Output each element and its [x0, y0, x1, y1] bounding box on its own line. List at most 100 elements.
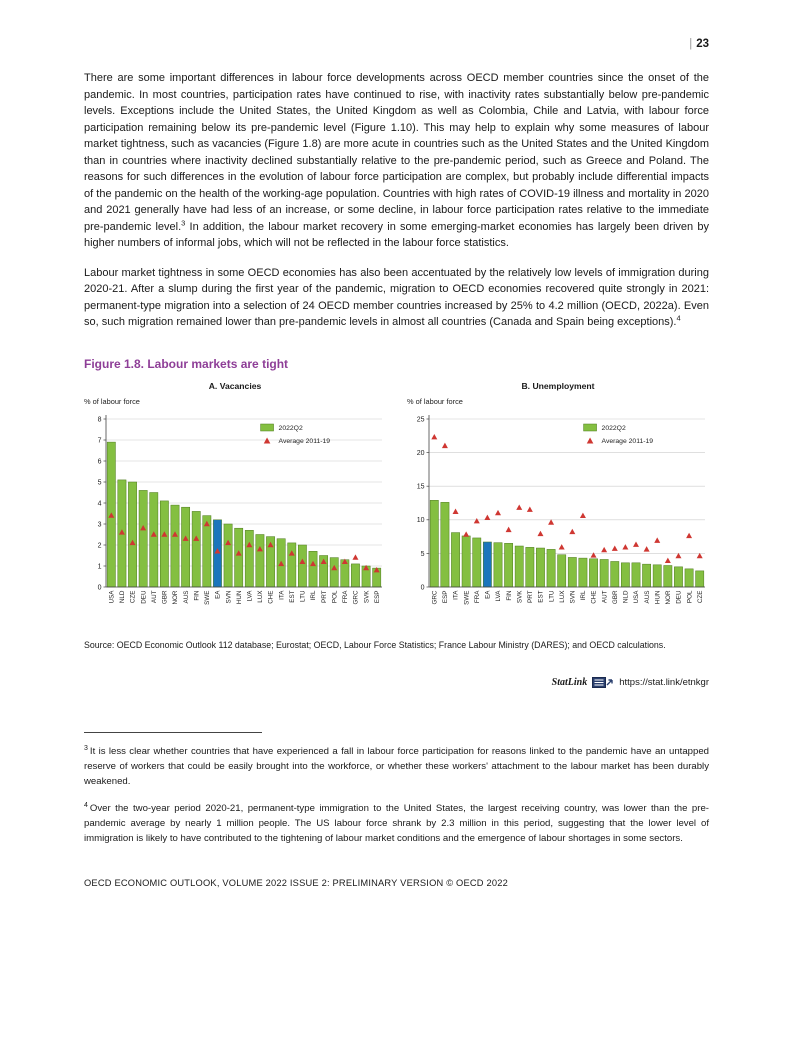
svg-text:8: 8: [98, 416, 102, 423]
svg-text:HUN: HUN: [236, 590, 243, 604]
svg-text:SWE: SWE: [463, 590, 470, 604]
svg-text:LVA: LVA: [495, 589, 502, 601]
svg-text:2: 2: [98, 542, 102, 549]
page-header: | 23: [84, 38, 709, 50]
svg-text:AUT: AUT: [601, 590, 608, 603]
unemployment-chart-canvas: 0 5 10 15 20 25 GRC ESP ITA SWE FRA EA LVA FIN SVK PRT E…: [417, 414, 705, 604]
svg-text:25: 25: [417, 416, 425, 423]
svg-text:SVN: SVN: [570, 590, 577, 603]
footnote-ref-4: 4: [676, 313, 681, 323]
svg-text:DEU: DEU: [676, 590, 683, 604]
svg-text:SWE: SWE: [204, 590, 211, 604]
svg-text:PRT: PRT: [527, 590, 534, 603]
svg-text:GRC: GRC: [353, 590, 360, 604]
chart-unemployment: B. Unemployment % of labour force 0 5 10 15…: [407, 381, 709, 627]
page-number: 23: [696, 38, 709, 50]
svg-text:FIN: FIN: [506, 590, 513, 601]
svg-text:4: 4: [98, 500, 102, 507]
svg-text:ITA: ITA: [453, 589, 460, 599]
svg-text:SVK: SVK: [363, 589, 370, 602]
svg-text:15: 15: [417, 483, 425, 490]
svg-text:SVN: SVN: [225, 590, 232, 603]
svg-text:2022Q2: 2022Q2: [602, 425, 626, 432]
svg-text:2022Q2: 2022Q2: [279, 425, 303, 432]
svg-text:CZE: CZE: [130, 590, 137, 603]
svg-text:NOR: NOR: [665, 590, 672, 604]
svg-text:FRA: FRA: [474, 589, 481, 602]
svg-text:ITA: ITA: [278, 589, 285, 599]
chart-a-ylabel: % of labour force: [84, 396, 140, 406]
svg-text:DEU: DEU: [140, 590, 147, 604]
svg-text:LUX: LUX: [257, 589, 264, 602]
footnote-4-text: Over the two-year period 2020-21, perman…: [84, 802, 709, 844]
paragraph-labour-force: There are some important differences in …: [84, 70, 709, 252]
svg-text:POL: POL: [331, 590, 338, 603]
svg-text:AUS: AUS: [183, 590, 190, 603]
svg-text:10: 10: [417, 517, 425, 524]
footnote-4: 4 Over the two-year period 2020-21, perma…: [84, 802, 709, 847]
paragraph-text: In addition, the labour market recovery …: [84, 220, 709, 250]
svg-text:GBR: GBR: [162, 590, 169, 604]
chart-b-title: B. Unemployment: [521, 380, 595, 391]
svg-text:CHE: CHE: [268, 590, 275, 603]
svg-text:ESP: ESP: [374, 590, 381, 603]
statlink-icon: [592, 677, 614, 689]
svg-text:20: 20: [417, 450, 425, 457]
svg-text:AUS: AUS: [644, 590, 651, 603]
footnote-3: 3 It is less clear whether countries that…: [84, 745, 709, 790]
svg-text:NLD: NLD: [623, 590, 630, 603]
svg-text:USA: USA: [109, 589, 116, 603]
svg-text:FRA: FRA: [342, 589, 349, 602]
svg-text:LVA: LVA: [247, 589, 254, 601]
svg-text:Average 2011-19: Average 2011-19: [602, 437, 654, 444]
footnote-3-marker: 3: [84, 745, 88, 753]
svg-text:NOR: NOR: [172, 590, 179, 604]
chart-b-ylabel: % of labour force: [407, 396, 463, 406]
svg-text:ESP: ESP: [442, 590, 449, 603]
page-number-separator: |: [689, 38, 693, 50]
paragraph-text: There are some important differences in …: [84, 72, 709, 233]
svg-text:EA: EA: [215, 589, 222, 598]
svg-text:IRL: IRL: [580, 590, 587, 600]
svg-text:USA: USA: [633, 589, 640, 603]
svg-text:CHE: CHE: [591, 590, 598, 603]
svg-text:5: 5: [98, 479, 102, 486]
statlink-url[interactable]: https://stat.link/etnkgr: [619, 677, 709, 689]
footnote-ref-3: 3: [181, 217, 186, 227]
svg-text:LTU: LTU: [300, 590, 307, 602]
svg-text:6: 6: [98, 458, 102, 465]
svg-text:IRL: IRL: [310, 590, 317, 600]
svg-text:GBR: GBR: [612, 590, 619, 604]
svg-text:NLD: NLD: [119, 590, 126, 603]
svg-text:LUX: LUX: [559, 589, 566, 602]
svg-text:EST: EST: [538, 590, 545, 602]
svg-text:FIN: FIN: [193, 590, 200, 601]
svg-text:POL: POL: [686, 590, 693, 603]
svg-text:CZE: CZE: [697, 590, 704, 603]
svg-text:SVK: SVK: [516, 589, 523, 602]
svg-text:EA: EA: [485, 589, 492, 598]
chart-vacancies: A. Vacancies % of labour force 0 1 2 3 4 5 6 7 8…: [84, 381, 386, 627]
page-footer: OECD ECONOMIC OUTLOOK, VOLUME 2022 ISSUE…: [84, 878, 508, 889]
svg-text:0: 0: [421, 584, 425, 591]
svg-text:GRC: GRC: [432, 590, 439, 604]
svg-text:PRT: PRT: [321, 590, 328, 603]
paragraph-text: Labour market tightness in some OECD eco…: [84, 266, 709, 329]
svg-text:1: 1: [98, 563, 102, 570]
svg-text:0: 0: [98, 584, 102, 591]
figure-charts: A. Vacancies % of labour force 0 1 2 3 4 5 6 7 8…: [84, 381, 709, 627]
statlink-row: StatLink https://stat.link/etnkgr: [84, 677, 709, 689]
svg-text:5: 5: [421, 550, 425, 557]
chart-a-title: A. Vacancies: [208, 380, 262, 391]
footnote-4-marker: 4: [84, 801, 88, 809]
figure-source: Source: OECD Economic Outlook 112 databa…: [84, 639, 666, 650]
footnote-3-text: It is less clear whether countries that …: [84, 746, 709, 787]
svg-text:AUT: AUT: [151, 590, 158, 603]
svg-text:HUN: HUN: [654, 590, 661, 604]
vacancies-chart-canvas: 0 1 2 3 4 5 6 7 8 USA NLD CZE DEU AUT GBR NOR AUS FIN SWE E…: [98, 414, 382, 604]
svg-text:3: 3: [98, 521, 102, 528]
paragraph-migration: Labour market tightness in some OECD eco…: [84, 265, 709, 331]
svg-text:EST: EST: [289, 590, 296, 602]
svg-text:7: 7: [98, 437, 102, 444]
